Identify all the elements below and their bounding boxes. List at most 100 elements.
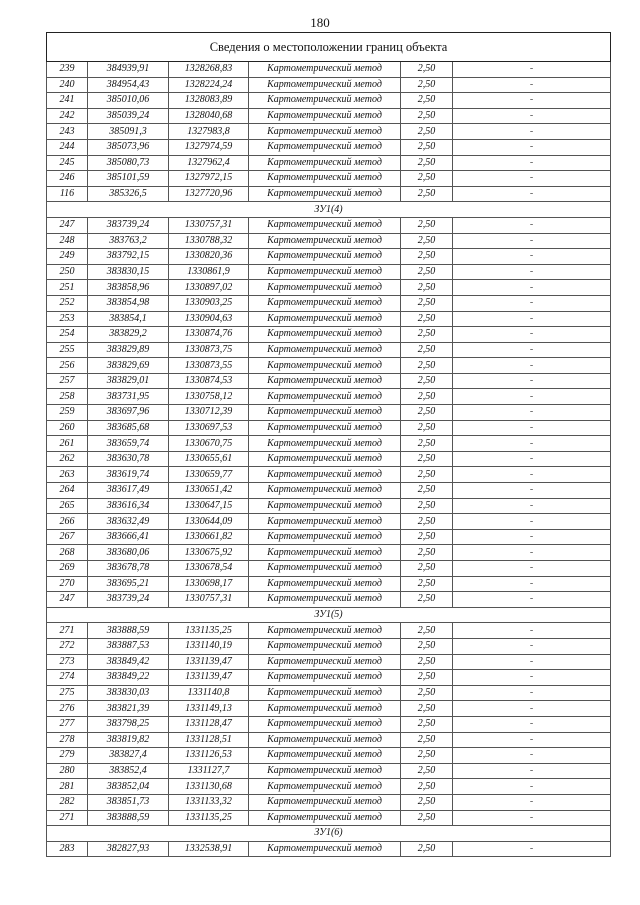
cell-note: - [451,341,612,359]
cell-method: Картометрический метод [248,575,401,593]
cell-note: - [451,591,612,608]
table-row: 251 383858,96 1330897,02 Картометрический м… [46,279,612,296]
cell-y-coordinate: 1330861,9 [168,263,249,281]
cell-x-coordinate: 385091,3 [87,123,169,140]
cell-accuracy: 2,50 [400,482,453,499]
cell-note: - [451,544,612,561]
cell-method: Картометрический метод [248,637,401,655]
cell-method: Картометрический метод [248,809,401,827]
cell-accuracy: 2,50 [400,310,453,328]
cell-accuracy: 2,50 [400,435,453,452]
cell-method: Картометрический метод [248,482,401,499]
cell-y-coordinate: 1332538,91 [168,840,249,858]
cell-x-coordinate: 383616,34 [87,497,169,515]
cell-note: - [451,404,612,421]
cell-note: - [451,793,612,811]
cell-method: Картометрический метод [248,138,401,156]
table-row: 264 383617,49 1330651,42 Картометрический м… [46,482,612,499]
cell-note: - [451,637,612,655]
cell-note: - [451,170,612,187]
cell-x-coordinate: 384939,91 [87,61,169,78]
cell-point-number: 260 [46,419,88,437]
cell-note: - [451,762,612,780]
cell-accuracy: 2,50 [400,357,453,374]
table-row: 247 383739,24 1330757,31 Картометрический м… [46,216,612,234]
cell-y-coordinate: 1327962,4 [168,154,249,172]
cell-y-coordinate: 1330651,42 [168,482,249,499]
cell-point-number: 268 [46,544,88,561]
cell-accuracy: 2,50 [400,76,453,94]
table-row: 243 385091,3 1327983,8 Картометрический мет… [46,123,612,140]
cell-x-coordinate: 383887,53 [87,637,169,655]
cell-note: - [451,482,612,499]
cell-method: Картометрический метод [248,185,401,203]
cell-point-number: 244 [46,138,88,156]
cell-x-coordinate: 383666,41 [87,528,169,546]
cell-method: Картометрический метод [248,731,401,749]
cell-y-coordinate: 1330897,02 [168,279,249,296]
cell-accuracy: 2,50 [400,778,453,795]
cell-x-coordinate: 382827,93 [87,840,169,858]
cell-y-coordinate: 1330712,39 [168,404,249,421]
cell-accuracy: 2,50 [400,232,453,250]
cell-method: Картометрический метод [248,419,401,437]
cell-y-coordinate: 1330661,82 [168,528,249,546]
table-row: 277 383798,25 1331128,47 Картометрический м… [46,715,612,733]
cell-note: - [451,185,612,203]
cell-accuracy: 2,50 [400,263,453,281]
cell-y-coordinate: 1331139,47 [168,669,249,686]
cell-accuracy: 2,50 [400,326,453,343]
cell-note: - [451,435,612,452]
table-row: 276 383821,39 1331149,13 Картометрический м… [46,700,612,717]
cell-accuracy: 2,50 [400,731,453,749]
cell-y-coordinate: 1331130,68 [168,778,249,795]
cell-point-number: 253 [46,310,88,328]
section-row: ЗУ1(5) [45,606,612,624]
cell-y-coordinate: 1330874,76 [168,326,249,343]
table-row: 244 385073,96 1327974,59 Картометрический м… [46,138,612,156]
cell-note: - [451,61,612,78]
cell-note: - [451,357,612,374]
cell-y-coordinate: 1327972,15 [168,170,249,187]
cell-accuracy: 2,50 [400,248,453,265]
table-row: 249 383792,15 1330820,36 Картометрический м… [46,248,612,265]
cell-x-coordinate: 383680,06 [87,544,169,561]
cell-x-coordinate: 383685,68 [87,419,169,437]
cell-note: - [451,669,612,686]
cell-y-coordinate: 1330678,54 [168,560,249,577]
cell-y-coordinate: 1328224,24 [168,76,249,94]
cell-method: Картометрический метод [248,388,401,406]
cell-accuracy: 2,50 [400,107,453,125]
cell-method: Картометрический метод [248,700,401,717]
cell-y-coordinate: 1331149,13 [168,700,249,717]
cell-method: Картометрический метод [248,560,401,577]
cell-x-coordinate: 383852,04 [87,778,169,795]
section-row: ЗУ1(6) [45,825,612,842]
cell-x-coordinate: 383830,15 [87,263,169,281]
cell-point-number: 281 [46,778,88,795]
table-row: 279 383827,4 1331126,53 Картометрический ме… [46,747,612,764]
cell-x-coordinate: 383619,74 [87,466,169,484]
cell-y-coordinate: 1330820,36 [168,248,249,265]
cell-x-coordinate: 383821,39 [87,700,169,717]
cell-note: - [451,653,612,671]
table-row: 267 383666,41 1330661,82 Картометрический м… [46,528,612,546]
cell-note: - [451,684,612,702]
cell-y-coordinate: 1331133,32 [168,793,249,811]
cell-y-coordinate: 1331128,51 [168,731,249,749]
cell-x-coordinate: 383659,74 [87,435,169,452]
cell-note: - [451,419,612,437]
cell-method: Картометрический метод [248,591,401,608]
cell-note: - [451,778,612,795]
table-row: 242 385039,24 1328040,68 Картометрический м… [46,107,612,125]
table-row: 252 383854,98 1330903,25 Картометрический м… [46,294,612,312]
table-row: 263 383619,74 1330659,77 Картометрический м… [46,466,612,484]
cell-x-coordinate: 383829,2 [87,326,169,343]
cell-method: Картометрический метод [248,341,401,359]
cell-x-coordinate: 383852,4 [87,762,169,780]
cell-y-coordinate: 1331126,53 [168,747,249,764]
cell-accuracy: 2,50 [400,575,453,593]
table-row: 247 383739,24 1330757,31 Картометрический м… [46,591,612,608]
cell-note: - [451,310,612,328]
cell-point-number: 275 [46,684,88,702]
